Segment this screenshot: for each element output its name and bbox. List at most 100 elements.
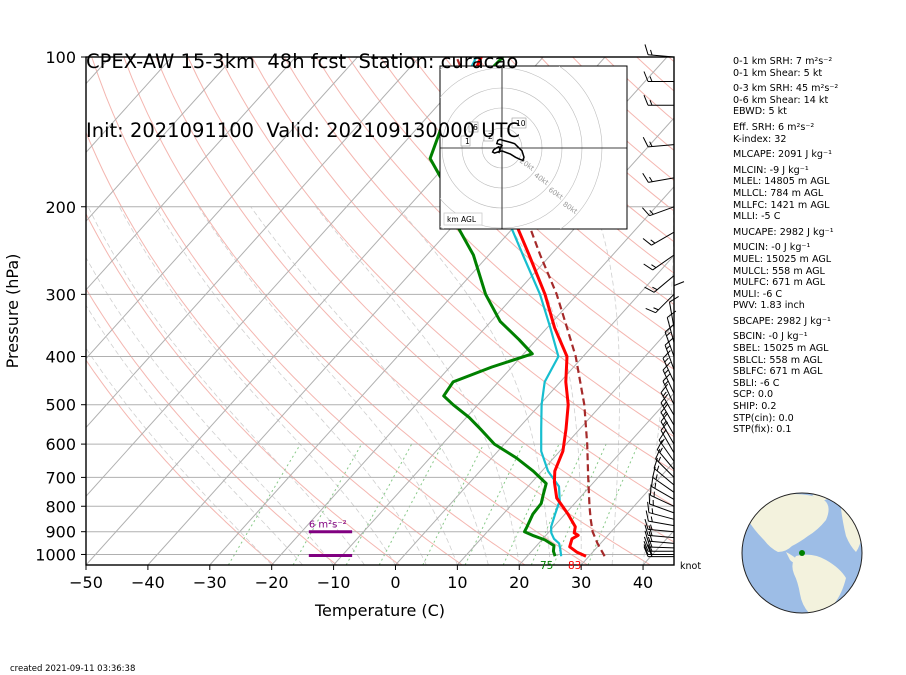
sounding-index: MULI: -6 C: [733, 288, 783, 300]
y-tick-label: 700: [45, 468, 76, 487]
wind-barb-flag: [643, 71, 649, 82]
wind-barb: [644, 275, 675, 293]
wind-barb-halfflag: [662, 401, 667, 407]
wind-barb-flag: [643, 546, 649, 557]
wind-barb-flag: [642, 238, 652, 246]
wind-barb-halfflag: [649, 209, 654, 215]
chart-title: CPEX-AW 15-3km 48h fcst Station: curacao…: [86, 4, 520, 165]
dry-adiabat-line: [86, 359, 275, 565]
wind-barb-flag: [673, 281, 685, 287]
wind-barb-shaft: [648, 540, 675, 544]
x-tick-label: −40: [131, 573, 165, 592]
wind-barb-shaft: [648, 520, 675, 527]
x-tick-label: −20: [255, 573, 289, 592]
mixing-ratio-line: [422, 443, 485, 565]
wind-barb: [644, 530, 675, 544]
sounding-index: STP(cin): 0.0: [733, 412, 794, 424]
wind-barb: [656, 439, 675, 470]
x-axis-label: Temperature (C): [314, 601, 445, 620]
sounding-index: MLLCL: 784 m AGL: [733, 187, 824, 199]
surface-dewpoint-label: 75: [540, 560, 553, 572]
wind-barb-flag: [644, 286, 655, 293]
hodograph-height-label: 2: [488, 132, 493, 141]
isotherm-line: [456, 323, 674, 565]
wind-barb-halfflag: [649, 100, 653, 106]
helicity-markers: 6 m²s⁻²: [308, 520, 353, 558]
wind-barb-shaft: [650, 494, 675, 507]
isotherm-line: [518, 392, 674, 565]
wind-barb: [666, 310, 677, 343]
moist-adiabat-line: [593, 206, 620, 565]
wind-barb: [648, 493, 675, 514]
wind-barb-halfflag: [655, 474, 658, 480]
wind-barb-flag: [647, 541, 653, 552]
wind-barb-halfflag: [653, 307, 659, 311]
y-tick-label: 800: [45, 497, 76, 516]
mixing-ratio-line: [587, 443, 639, 565]
isotherm-line: [86, 57, 482, 497]
x-tick-label: 30: [571, 573, 591, 592]
wind-barb-halfflag: [649, 176, 653, 182]
wind-barb-shaft: [666, 317, 675, 343]
surface-temperature-label: 83: [568, 560, 581, 572]
mixing-ratio-line: [553, 443, 607, 565]
moist-adiabat-line: [86, 256, 334, 565]
hodograph-height-box: [468, 121, 479, 133]
sounding-index: MULCL: 558 m AGL: [733, 265, 825, 277]
wind-barb-shaft: [648, 512, 675, 520]
mixing-ratio-line: [292, 443, 363, 565]
mixing-ratio-line: [345, 443, 413, 565]
chart-title-line2: Init: 2021091100 Valid: 202109130000 UTC: [86, 119, 520, 142]
parcel-profile-line: [455, 57, 606, 557]
wind-barb: [643, 71, 674, 82]
wind-barb: [643, 544, 674, 555]
sounding-index: 0-1 km SRH: 7 m²s⁻²: [733, 56, 833, 67]
wind-barb-halfflag: [664, 380, 669, 386]
dry-adiabat-line: [315, 57, 674, 404]
wind-barb-flag: [655, 448, 661, 460]
wind-barbs: [642, 44, 685, 558]
wind-barb-shaft: [656, 449, 675, 470]
wind-barb-halfflag: [657, 456, 662, 463]
wind-barb-shaft: [648, 54, 675, 58]
wind-barb-flag: [648, 525, 653, 536]
mixing-ratio-line: [378, 443, 444, 565]
moist-adiabat-line: [119, 206, 396, 565]
wind-barb-flag: [647, 544, 653, 555]
dry-adiabat-line: [123, 57, 588, 565]
wind-barb-shaft: [662, 358, 675, 383]
x-tick-label: −10: [317, 573, 351, 592]
wind-barb-halfflag: [664, 357, 669, 363]
wind-barb-shaft: [651, 231, 675, 246]
wind-barb: [647, 501, 675, 520]
wind-barb: [649, 484, 675, 507]
isotherm-line: [86, 57, 420, 429]
x-tick-label: −30: [193, 573, 227, 592]
wind-barb-shaft: [649, 503, 675, 514]
sounding-index: STP(fix): 0.1: [733, 424, 792, 436]
wind-barb-shaft: [664, 344, 675, 370]
isotherm-line: [86, 57, 358, 360]
sounding-index: SBLFC: 671 m AGL: [733, 366, 823, 378]
wind-barb: [642, 206, 675, 217]
dry-adiabat-line: [379, 57, 674, 338]
wind-barb-flag: [660, 421, 669, 431]
wind-barb: [645, 510, 675, 527]
axis-ticks: −50 −40 −30 −20 −10 0 10 20 30 40 100 200 300 400 500 6…: [35, 48, 653, 592]
wind-barb-flag: [664, 337, 674, 346]
wind-barb-flag: [648, 531, 653, 542]
wind-barb-shaft: [660, 421, 675, 445]
wind-barb: [642, 137, 675, 148]
wind-barb: [643, 541, 674, 552]
wind-barb-shaft: [648, 534, 675, 539]
moist-adiabat-line: [250, 206, 489, 565]
moist-adiabat-line: [155, 206, 427, 565]
wind-barb-flag: [648, 493, 651, 505]
wind-barb-halfflag: [662, 391, 667, 397]
moist-adiabat-line: [642, 206, 674, 565]
wind-barb: [655, 448, 675, 478]
wind-barb: [644, 518, 675, 533]
wind-barb-halfflag: [653, 491, 655, 498]
